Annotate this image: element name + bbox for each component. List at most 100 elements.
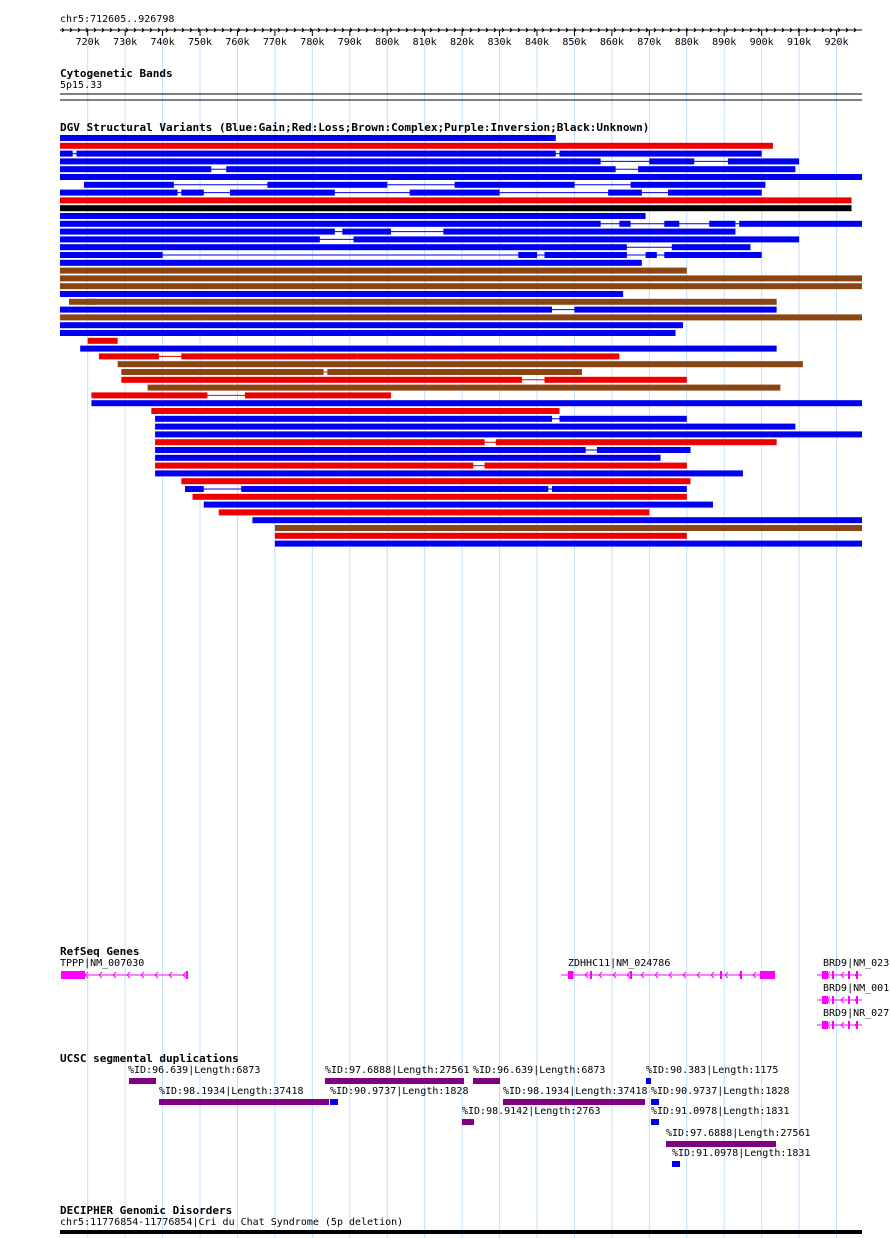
ruler-tick-label: 860k — [600, 37, 624, 48]
ruler-chevron — [829, 27, 833, 33]
ruler-chevron — [333, 27, 337, 33]
ruler-chevron — [781, 27, 785, 33]
sv-brown-bar — [87, 298, 777, 305]
gene-strand-arrow — [840, 971, 845, 979]
refseq-track-title[interactable]: RefSeq Genes — [60, 945, 140, 958]
ruler-chevron — [789, 27, 793, 33]
sv-blue-bar — [664, 220, 680, 227]
sv-blue-bar — [668, 189, 762, 196]
gene-strand-arrow — [640, 971, 645, 979]
ruler-chevron — [821, 27, 825, 33]
sv-red-bar — [181, 478, 691, 485]
gene-strand-arrow — [570, 971, 575, 979]
ruler-chevron — [373, 27, 377, 33]
ruler-chevron — [109, 27, 113, 33]
ruler-chevron — [469, 27, 473, 33]
ruler-tick-label: 800k — [375, 37, 399, 48]
segdup-label: %ID:90.9737|Length:1828 — [330, 1086, 469, 1097]
ruler-chevron — [429, 27, 433, 33]
sv-blue-bar — [155, 447, 586, 453]
ruler-tick-label: 890k — [712, 37, 736, 48]
sv-red-bar — [192, 493, 687, 500]
sv-blue-bar — [409, 189, 500, 196]
sv-blue-bar — [709, 220, 736, 227]
gene-strand-arrow — [126, 971, 131, 979]
segdup-bar — [651, 1099, 659, 1105]
sv-blue-bar — [739, 220, 863, 227]
sv-blue-bar — [59, 166, 212, 173]
ruler-chevron — [181, 27, 185, 33]
ruler-chevron — [461, 27, 465, 33]
dgv-track-title[interactable]: DGV Structural Variants (Blue:Gain;Red:L… — [60, 121, 650, 134]
ruler-tick-label: 850k — [562, 37, 586, 48]
ruler-chevron — [165, 27, 169, 33]
sv-brown-bar — [147, 384, 781, 391]
sv-blue-bar — [596, 447, 691, 453]
sv-blue-bar — [671, 244, 751, 251]
sv-blue-bar — [638, 166, 796, 173]
segdup-bar — [473, 1078, 500, 1084]
ruler-chevron — [557, 27, 561, 33]
gene-strand-arrow — [182, 971, 187, 979]
sv-red-bar — [181, 353, 358, 360]
gene-label: ZDHHC11|NM_024786 — [568, 958, 671, 969]
ruler-chevron — [733, 27, 737, 33]
gene-exon — [848, 996, 850, 1004]
sv-blue-bar — [80, 345, 777, 352]
sv-blue-bar — [619, 220, 631, 227]
segdup-label: %ID:97.6888|Length:27561 — [666, 1128, 811, 1139]
ruler-tick-label: 910k — [787, 37, 811, 48]
ruler-chevron — [421, 27, 425, 33]
sv-red-bar — [155, 462, 474, 469]
sv-blue-bar — [59, 220, 601, 227]
sv-red-bar — [59, 197, 852, 204]
ruler-chevron — [837, 27, 841, 33]
sv-red-bar — [121, 376, 523, 383]
sv-blue-bar — [83, 181, 174, 188]
sv-blue-bar — [645, 252, 657, 258]
ruler-tick-label: 780k — [300, 37, 324, 48]
sv-brown-bar — [274, 525, 863, 531]
gene-strand-arrow — [752, 971, 757, 979]
ruler-chevron — [525, 27, 529, 33]
gene-exon — [832, 996, 834, 1004]
gene-strand-arrow — [826, 1021, 831, 1029]
decipher-track-title[interactable]: DECIPHER Genomic Disorders — [60, 1204, 233, 1217]
sv-blue-bar — [181, 189, 204, 196]
sv-red-bar — [484, 462, 687, 469]
gene-strand-arrow — [826, 971, 831, 979]
ruler-chevron — [325, 27, 329, 33]
ruler-tick-label: 760k — [225, 37, 249, 48]
sv-red-bar — [87, 337, 118, 344]
cytoband-track-title[interactable]: Cytogenetic Bands — [60, 67, 173, 80]
sv-blue-bar — [59, 213, 646, 219]
ruler-chevron — [365, 27, 369, 33]
sv-blue-bar — [342, 228, 391, 235]
segdup-track-title[interactable]: UCSC segmental duplications — [60, 1052, 239, 1065]
ruler-chevron — [813, 27, 817, 33]
segdup-label: %ID:90.383|Length:1175 — [646, 1065, 779, 1076]
ruler-chevron — [213, 27, 217, 33]
ruler-chevron — [749, 27, 753, 33]
sv-blue-bar — [59, 252, 163, 258]
ruler-chevron — [253, 27, 257, 33]
gene-strand-arrow — [654, 971, 659, 979]
ruler-tick-label: 920k — [824, 37, 848, 48]
decipher-bar — [60, 1230, 862, 1234]
sv-red-bar — [91, 392, 208, 399]
sv-red-bar — [155, 439, 485, 446]
sv-red-bar — [357, 353, 620, 360]
gene-label: BRD9|NR_0270 — [823, 1008, 890, 1019]
gene-exon — [822, 1021, 828, 1029]
gene-strand-arrow — [696, 971, 701, 979]
ruler-chevron — [533, 27, 537, 33]
ruler-chevron — [677, 27, 681, 33]
sv-blue-bar — [91, 400, 863, 407]
sv-red-bar — [151, 408, 560, 414]
sv-brown-bar — [117, 361, 803, 368]
ruler-chevron — [437, 27, 441, 33]
gene-strand-arrow — [84, 971, 89, 979]
ruler-chevron — [565, 27, 569, 33]
sv-blue-bar — [155, 415, 552, 422]
ruler-chevron — [317, 27, 321, 33]
